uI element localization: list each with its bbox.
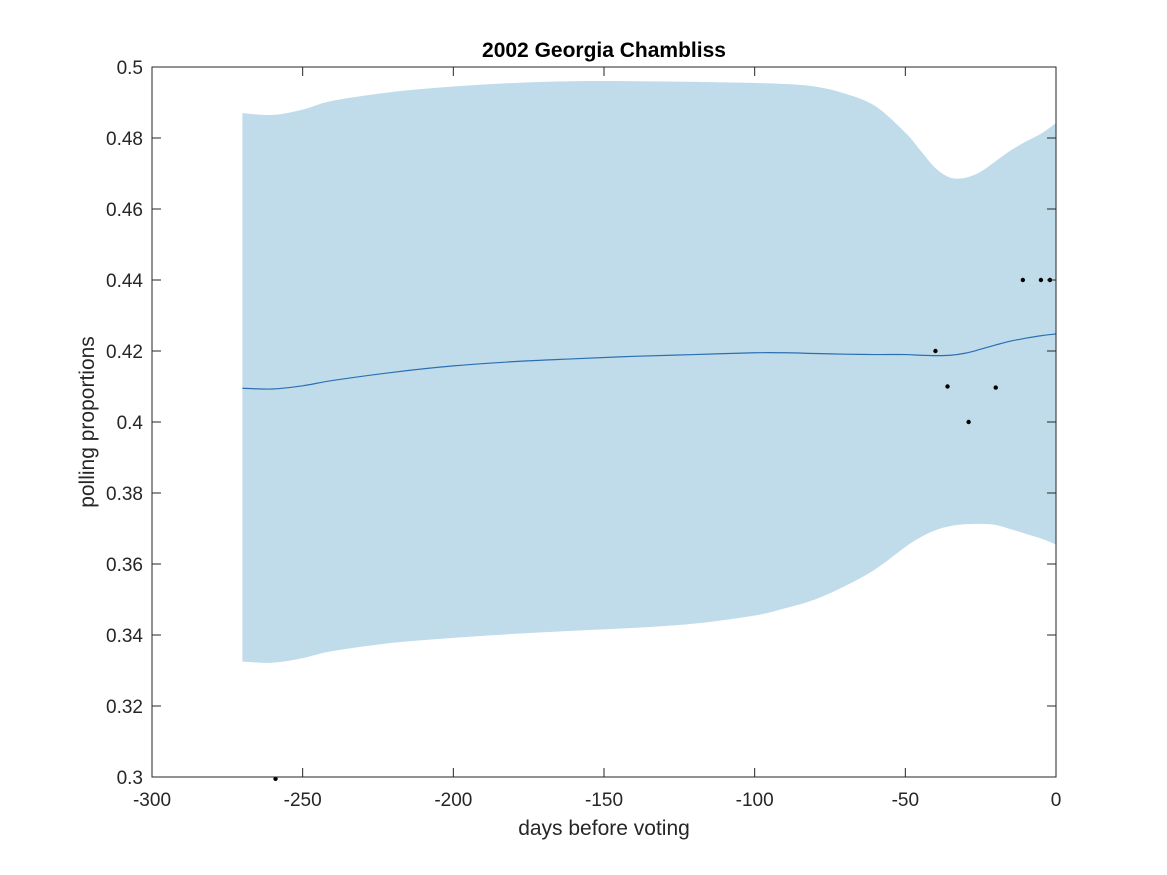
x-tick-label: -300 <box>133 790 171 811</box>
x-tick-label: -100 <box>736 790 774 811</box>
plot-area <box>242 81 1057 781</box>
poll-point <box>1038 277 1044 283</box>
y-axis-label: polling proportions <box>76 336 99 508</box>
y-tick-label: 0.48 <box>106 129 143 150</box>
poll-point <box>933 348 938 354</box>
mean-line <box>242 333 1057 390</box>
y-tick-label: 0.44 <box>106 271 143 292</box>
y-tick-label: 0.42 <box>106 342 143 363</box>
y-tick-label: 0.5 <box>117 58 143 79</box>
x-tick-label: -50 <box>892 790 919 811</box>
x-tick-label: -200 <box>434 790 472 811</box>
poll-point <box>945 384 950 389</box>
y-tick-label: 0.32 <box>106 697 143 718</box>
poll-point <box>966 419 971 425</box>
poll-point <box>273 776 278 781</box>
x-tick-label: -150 <box>585 790 623 811</box>
poll-point <box>1020 277 1026 283</box>
y-tick-label: 0.46 <box>106 200 143 221</box>
confidence-band <box>242 81 1056 663</box>
y-tick-label: 0.4 <box>117 413 144 434</box>
x-tick-label: 0 <box>1051 790 1062 811</box>
y-tick-label: 0.3 <box>117 768 143 789</box>
x-tick-label: -250 <box>284 790 322 811</box>
axis-ticks: -300 -250 -200 -150 -100 -50 0 0.3 0.32 0.34 0.36 0… <box>106 58 1061 811</box>
x-axis-label: days before voting <box>518 817 690 840</box>
y-tick-label: 0.34 <box>106 626 143 647</box>
chart-title: 2002 Georgia Chambliss <box>482 39 726 62</box>
poll-point <box>993 385 998 390</box>
y-tick-label: 0.38 <box>106 484 143 505</box>
y-tick-label: 0.36 <box>106 555 143 576</box>
